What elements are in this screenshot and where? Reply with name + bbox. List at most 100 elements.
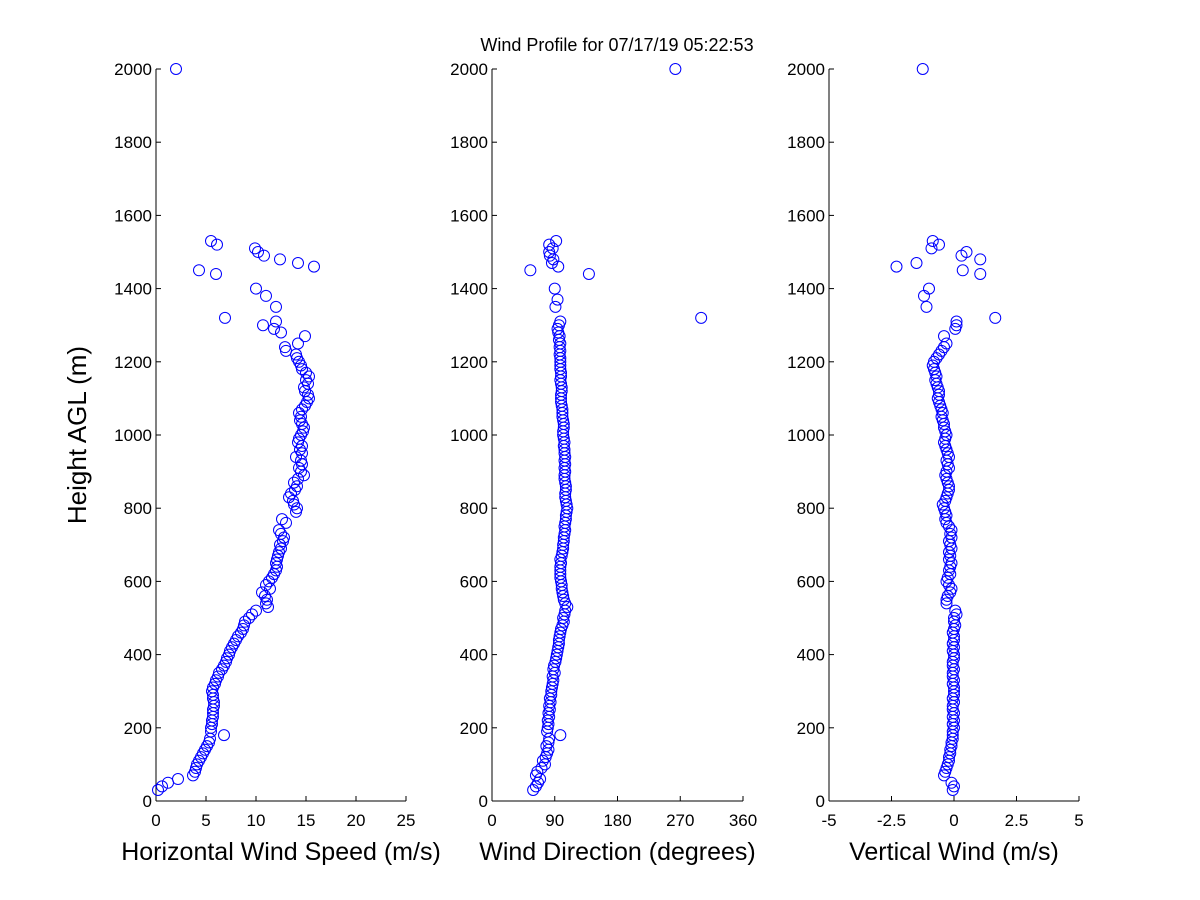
data-point [252,246,264,258]
data-point [218,729,230,742]
points-direction [524,63,708,797]
y-tick-label: 600 [797,572,825,591]
data-point [546,242,559,255]
data-point [219,311,231,324]
x-tick-label: 10 [247,811,266,830]
data-point [943,483,955,496]
data-point [243,612,255,624]
data-point [989,311,1002,324]
data-point [933,388,945,401]
data-point [950,315,963,328]
x-tick-label: 5 [1074,811,1083,830]
data-point [299,330,311,343]
data-point [290,450,302,463]
data-point [239,615,251,628]
y-tick-label: 200 [460,719,488,738]
data-point [292,256,304,269]
x-tick-label: -2.5 [877,811,906,830]
data-point [246,608,258,621]
y-tick-label: 600 [124,572,152,591]
y-tick-label: 600 [460,572,488,591]
data-point [910,256,923,269]
data-point [303,370,315,383]
data-point [275,326,287,339]
data-point [554,729,567,742]
data-point [948,612,960,624]
y-tick-label: 1200 [787,353,825,372]
x-tick-label: 0 [151,811,160,830]
x-tick-label: 5 [201,811,210,830]
data-point [926,235,939,248]
data-point [582,267,595,280]
y-tick-label: 400 [797,646,825,665]
data-point [547,663,560,676]
x-tick-label: 90 [545,811,564,830]
data-point [298,381,310,394]
y-tick-label: 800 [124,499,152,518]
x-axis-label-vertical: Vertical Wind (m/s) [849,838,1059,866]
data-point [956,264,969,277]
data-point [285,487,297,500]
data-point [273,524,285,537]
y-tick-label: 1800 [787,133,825,152]
data-point [308,260,320,273]
x-tick-label: -5 [821,811,836,830]
y-tick-label: 1400 [450,280,488,299]
data-point [669,63,682,75]
panel-vertical: 0 200 400 600 800 1000 1200 1400 1600 1800 2000 -5 -… [787,60,1084,866]
data-point [276,513,288,526]
data-point [551,293,564,306]
data-point [291,480,303,493]
data-point [938,421,950,434]
data-point [280,516,292,529]
data-point [933,238,945,251]
data-point [260,579,272,592]
x-tick-label: 360 [729,811,757,830]
data-point [270,315,282,328]
data-point [268,322,280,335]
data-point [950,319,963,332]
y-tick-label: 1600 [114,206,152,225]
y-tick-label: 1000 [114,426,152,445]
x-tick-label: 20 [347,811,366,830]
data-point [554,626,567,639]
data-point [943,520,955,533]
y-tick-label: 400 [124,646,152,665]
y-tick-label: 0 [143,792,152,811]
data-point [974,267,987,280]
y-tick-label: 800 [797,499,825,518]
data-point [554,315,567,328]
y-tick-label: 1600 [450,206,488,225]
data-point [543,246,556,258]
data-point [291,502,303,515]
x-tick-label: 0 [949,811,958,830]
data-point [925,242,938,255]
data-point [890,260,903,273]
data-point [949,604,962,617]
data-point [152,784,164,797]
data-point [945,776,958,789]
data-point [258,249,270,262]
x-tick-label: 270 [666,811,694,830]
data-point [940,337,953,350]
data-point [948,780,960,793]
data-point [960,246,973,258]
data-point [270,300,282,313]
y-tick-label: 1600 [787,206,825,225]
data-point [524,264,537,277]
data-point [170,63,182,75]
points-speed [152,63,320,797]
x-tick-label: 15 [297,811,316,830]
y-tick-label: 0 [479,792,488,811]
data-point [945,557,958,570]
data-point [250,604,262,617]
y-tick-label: 1200 [114,353,152,372]
x-tick-label: 2.5 [1005,811,1029,830]
data-point [274,253,286,266]
data-point [193,264,205,277]
y-tick-label: 1800 [114,133,152,152]
y-tick-label: 1800 [450,133,488,152]
